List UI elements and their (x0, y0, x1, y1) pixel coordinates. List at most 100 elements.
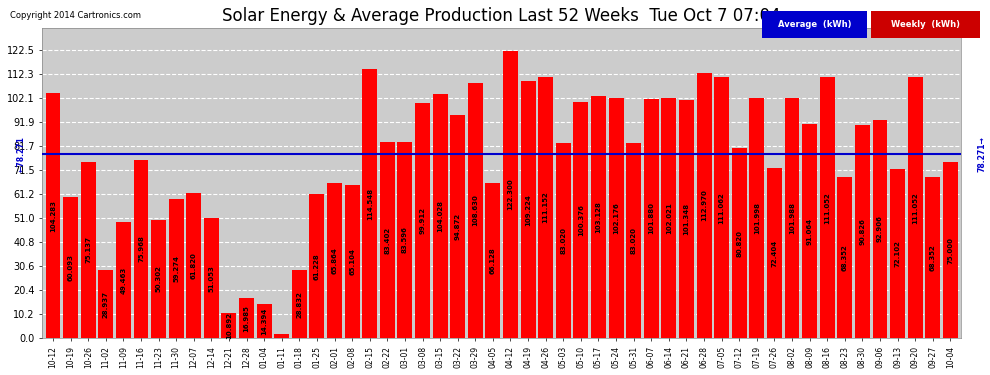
Text: 104.028: 104.028 (438, 200, 444, 232)
Bar (573, 102, 588, 338)
Bar (450, 115, 465, 338)
Bar (644, 99, 658, 338)
Bar (204, 218, 219, 338)
Text: 92.906: 92.906 (877, 216, 883, 242)
Text: 75.000: 75.000 (947, 237, 953, 264)
Bar (63, 197, 78, 338)
Text: 101.348: 101.348 (683, 203, 689, 235)
Text: 99.912: 99.912 (420, 207, 426, 234)
Bar (661, 98, 676, 338)
Bar (256, 304, 271, 338)
Text: 72.404: 72.404 (771, 240, 777, 267)
Bar (380, 142, 395, 338)
Text: 60.093: 60.093 (67, 254, 73, 281)
Text: 78.271→: 78.271→ (977, 136, 986, 172)
Text: 28.937: 28.937 (103, 291, 109, 318)
Bar (116, 222, 131, 338)
Text: 111.152: 111.152 (543, 192, 548, 224)
Text: 75.968: 75.968 (138, 236, 144, 262)
Bar (397, 142, 413, 338)
Bar (310, 194, 325, 338)
Bar (767, 168, 782, 338)
Text: 112.970: 112.970 (701, 189, 707, 221)
Text: 61.228: 61.228 (314, 253, 320, 280)
Bar (942, 162, 958, 338)
Bar (855, 124, 870, 338)
Bar (134, 160, 148, 338)
Text: 109.224: 109.224 (525, 194, 531, 226)
Bar (679, 100, 694, 338)
Bar (838, 177, 852, 338)
Text: 65.104: 65.104 (349, 248, 355, 275)
Text: 72.102: 72.102 (895, 240, 901, 267)
Bar (81, 162, 96, 338)
Bar (151, 220, 166, 338)
Bar (98, 270, 113, 338)
Text: 68.352: 68.352 (842, 244, 847, 271)
Text: 108.630: 108.630 (472, 195, 478, 226)
Text: 83.020: 83.020 (631, 227, 637, 254)
Text: 65.864: 65.864 (332, 248, 338, 274)
Text: 16.985: 16.985 (244, 305, 249, 332)
Text: 14.394: 14.394 (261, 308, 267, 335)
Text: 83.596: 83.596 (402, 226, 408, 254)
Bar (908, 77, 923, 338)
Bar (274, 334, 289, 338)
Text: Average  (kWh): Average (kWh) (778, 20, 851, 29)
Bar (468, 83, 483, 338)
Text: 61.820: 61.820 (191, 252, 197, 279)
Text: 111.062: 111.062 (719, 192, 725, 224)
Bar (186, 193, 201, 338)
Bar (784, 98, 800, 338)
Text: 101.998: 101.998 (753, 202, 759, 234)
Bar (362, 69, 377, 338)
Text: 122.300: 122.300 (508, 178, 514, 210)
Text: 51.053: 51.053 (208, 265, 215, 292)
Bar (433, 94, 447, 338)
Bar (890, 169, 905, 338)
Text: 80.820: 80.820 (737, 230, 742, 256)
Bar (503, 51, 518, 338)
Bar (732, 148, 746, 338)
Text: 100.376: 100.376 (578, 204, 584, 236)
Text: 111.052: 111.052 (825, 192, 831, 224)
Bar (714, 77, 729, 338)
Bar (749, 98, 764, 338)
Bar (415, 104, 430, 338)
Text: 111.052: 111.052 (912, 192, 918, 224)
Bar (591, 96, 606, 338)
Text: 101.988: 101.988 (789, 202, 795, 234)
Text: 49.463: 49.463 (121, 266, 127, 294)
Text: 104.283: 104.283 (50, 200, 56, 232)
Bar (327, 183, 342, 338)
Bar (926, 177, 940, 338)
Bar (239, 298, 254, 338)
Bar (345, 185, 359, 338)
Bar (802, 124, 817, 338)
Text: 28.832: 28.832 (296, 291, 302, 318)
Bar (46, 93, 60, 338)
Text: 10.892: 10.892 (226, 312, 232, 339)
Bar (222, 313, 237, 338)
FancyBboxPatch shape (762, 11, 867, 38)
Bar (697, 73, 712, 338)
Text: 94.872: 94.872 (454, 213, 460, 240)
Text: Copyright 2014 Cartronics.com: Copyright 2014 Cartronics.com (10, 11, 141, 20)
Bar (539, 77, 553, 338)
Text: 102.176: 102.176 (613, 202, 619, 234)
Text: 50.302: 50.302 (155, 266, 161, 292)
Text: 75.137: 75.137 (85, 236, 91, 263)
Text: 68.352: 68.352 (930, 244, 936, 271)
Text: 114.548: 114.548 (366, 188, 372, 220)
Text: ←78.271: ←78.271 (17, 136, 26, 172)
Text: 103.128: 103.128 (595, 201, 602, 233)
Bar (820, 77, 835, 338)
Bar (292, 270, 307, 338)
Bar (168, 199, 184, 338)
Text: 91.064: 91.064 (807, 217, 813, 245)
Text: 66.128: 66.128 (490, 247, 496, 274)
Text: Weekly  (kWh): Weekly (kWh) (891, 20, 960, 29)
Bar (626, 143, 642, 338)
Text: 101.880: 101.880 (648, 202, 654, 234)
FancyBboxPatch shape (871, 11, 980, 38)
